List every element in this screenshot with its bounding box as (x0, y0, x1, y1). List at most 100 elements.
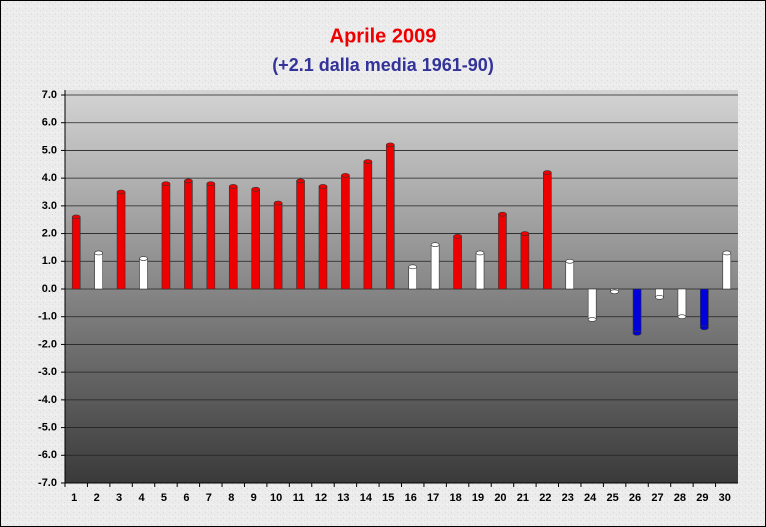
bar (430, 244, 440, 290)
x-tick-label: 7 (206, 492, 212, 504)
x-tick-label: 20 (494, 492, 506, 504)
plot-area (65, 90, 738, 483)
bar-cap (161, 181, 171, 186)
x-tick-label: 9 (251, 492, 257, 504)
x-tick-label: 23 (562, 492, 574, 504)
x-tick-label: 8 (228, 492, 234, 504)
y-tick-label: -1.0 (38, 311, 57, 323)
bar-cap (341, 173, 350, 178)
x-tick-label: 19 (472, 492, 484, 504)
bar-cap (565, 258, 575, 264)
bar-cap (116, 189, 126, 195)
bar-cap (700, 325, 709, 331)
bar (632, 288, 642, 334)
bar (475, 252, 485, 290)
bar-cap (632, 331, 642, 336)
bar-cap (139, 256, 148, 261)
bar-cap (655, 295, 664, 300)
y-tick-label: 2.0 (42, 227, 57, 239)
bar-cap (296, 178, 305, 184)
bar (71, 216, 81, 290)
bar (228, 186, 238, 290)
bar-cap (385, 142, 395, 148)
bar (453, 236, 462, 290)
x-tick-label: 6 (183, 492, 189, 504)
bar-cap (520, 231, 530, 236)
x-tick-label: 15 (382, 492, 394, 504)
x-tick-label: 25 (606, 492, 618, 504)
y-tick-label: 6.0 (42, 117, 57, 129)
x-tick-label: 2 (94, 492, 100, 504)
bar (139, 258, 148, 290)
x-tick-label: 13 (337, 492, 349, 504)
x-tick-label: 5 (161, 492, 167, 504)
bar (184, 180, 193, 290)
x-tick-label: 10 (270, 492, 282, 504)
y-tick-label: 0.0 (42, 283, 57, 295)
y-tick-label: -6.0 (38, 449, 57, 461)
bar (565, 260, 575, 290)
x-tick-label: 30 (719, 492, 731, 504)
bar-cap (71, 214, 81, 220)
x-tick-label: 27 (651, 492, 663, 504)
x-tick-label: 4 (138, 492, 145, 504)
x-tick-label: 1 (71, 492, 77, 504)
bar (543, 172, 552, 290)
y-tick-label: -7.0 (38, 477, 57, 489)
bar-cap (273, 200, 283, 206)
x-tick-label: 17 (427, 492, 439, 504)
bar-cap (543, 170, 552, 175)
x-tick-label: 12 (315, 492, 327, 504)
x-tick-label: 16 (405, 492, 417, 504)
bar (206, 183, 216, 290)
x-tick-label: 29 (696, 492, 708, 504)
bar-cap (677, 314, 687, 320)
bar-cap (318, 184, 328, 189)
bar (677, 288, 687, 318)
bar-cap (587, 317, 597, 322)
bar-cap (184, 178, 193, 184)
bar (408, 266, 418, 290)
x-tick-label: 28 (674, 492, 686, 504)
bar-cap (206, 181, 216, 186)
x-tick-label: 14 (360, 492, 373, 504)
y-tick-label: 1.0 (42, 255, 57, 267)
x-tick-label: 24 (584, 492, 597, 504)
bar (273, 202, 283, 290)
bar-cap (475, 250, 485, 256)
y-tick-label: 3.0 (42, 200, 57, 212)
bar-cap (94, 250, 103, 256)
x-tick-label: 11 (293, 492, 305, 504)
bar (341, 175, 350, 290)
bar (700, 288, 709, 329)
bar-cap (610, 289, 619, 295)
x-tick-label: 3 (116, 492, 122, 504)
x-tick-label: 22 (539, 492, 551, 504)
bar (587, 288, 597, 320)
y-tick-label: -3.0 (38, 366, 57, 378)
bar-cap (453, 234, 462, 239)
bar-cap (722, 250, 732, 256)
bar (94, 252, 103, 290)
bar (520, 233, 530, 290)
bar-cap (430, 242, 440, 247)
x-tick-label: 26 (629, 492, 641, 504)
chart-subtitle: (+2.1 dalla media 1961-90) (272, 55, 494, 75)
bar (161, 183, 171, 290)
bar (722, 252, 732, 290)
bar (251, 188, 260, 290)
bar (116, 191, 126, 290)
bar (296, 180, 305, 290)
y-tick-label: -4.0 (38, 394, 57, 406)
y-tick-label: 7.0 (42, 89, 57, 101)
bar-cap (228, 184, 238, 189)
x-tick-label: 18 (449, 492, 461, 504)
bar (385, 144, 395, 290)
bar-cap (408, 264, 418, 270)
bar (498, 213, 507, 290)
bar-cap (363, 159, 373, 164)
bar (318, 186, 328, 290)
chart-title: Aprile 2009 (330, 25, 437, 47)
bar-cap (498, 211, 507, 217)
